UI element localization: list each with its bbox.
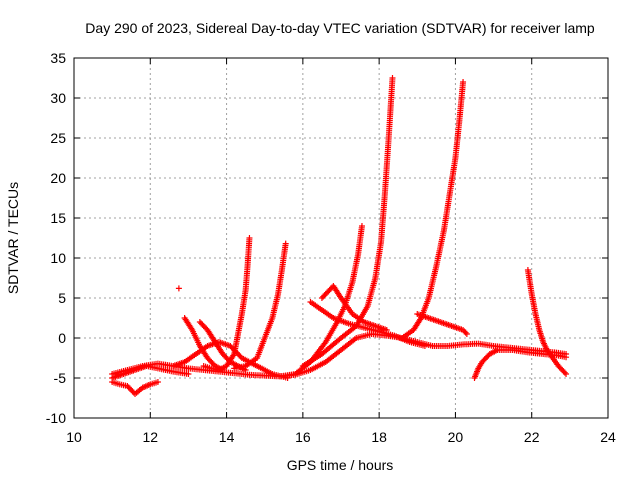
data-point — [284, 375, 291, 381]
x-tick-label: 16 — [295, 429, 311, 445]
y-tick-label: 30 — [50, 90, 66, 106]
data-marks — [109, 75, 570, 397]
plot-frame — [73, 57, 609, 419]
data-point — [246, 235, 253, 241]
data-point — [561, 369, 568, 376]
x-tick-label: 12 — [142, 429, 158, 445]
y-tick-label: 15 — [50, 210, 66, 226]
y-tick-label: 10 — [50, 250, 66, 266]
x-axis-label: GPS time / hours — [287, 457, 394, 473]
y-tick-label: 0 — [58, 330, 66, 346]
y-tick-label: 20 — [50, 170, 66, 186]
x-tick-label: 14 — [219, 429, 235, 445]
x-axis-tick-labels: 10 12 14 16 18 20 22 24 — [66, 429, 616, 445]
data-point — [463, 331, 470, 337]
y-axis-label: SDTVAR / TECUs — [5, 182, 21, 294]
data-point — [563, 354, 570, 361]
data-point — [282, 240, 289, 247]
data-point — [462, 329, 469, 336]
data-point — [219, 367, 226, 373]
y-tick-label: 5 — [58, 290, 66, 306]
data-point — [154, 379, 161, 385]
chart-title: Day 290 of 2023, Sidereal Day-to-day VTE… — [85, 20, 595, 36]
x-tick-label: 24 — [600, 429, 616, 445]
data-point — [358, 223, 365, 229]
y-tick-label: 35 — [50, 50, 66, 66]
y-tick-label: -10 — [46, 410, 66, 426]
grid — [74, 58, 608, 418]
y-tick-label: -5 — [54, 370, 67, 386]
x-tick-label: 20 — [448, 429, 464, 445]
data-point — [242, 367, 249, 373]
data-point — [389, 75, 396, 81]
x-tick-label: 18 — [371, 429, 387, 445]
x-tick-label: 22 — [524, 429, 540, 445]
data-point — [185, 371, 192, 377]
axis-ticks — [73, 57, 609, 419]
data-point — [563, 371, 570, 377]
x-tick-label: 10 — [66, 429, 82, 445]
y-tick-label: 25 — [50, 130, 66, 146]
data-point — [175, 285, 182, 292]
data-point — [421, 343, 428, 349]
data-point — [460, 79, 467, 85]
y-axis-tick-labels: -10 -5 0 5 10 15 20 25 30 35 — [46, 50, 66, 426]
data-point — [383, 327, 390, 333]
